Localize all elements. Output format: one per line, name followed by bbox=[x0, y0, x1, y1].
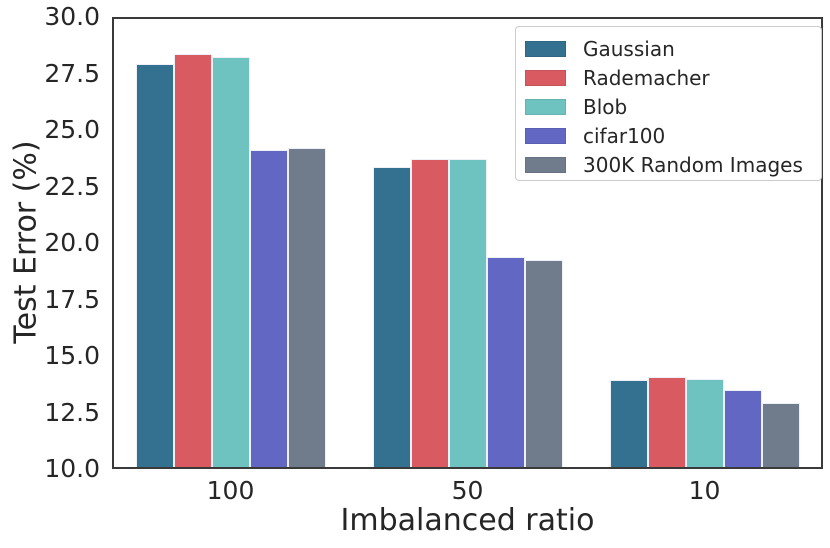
y-tick-label: 15.0 bbox=[44, 341, 100, 370]
y-tick-label: 22.5 bbox=[44, 171, 100, 201]
x-axis-label: Imbalanced ratio bbox=[340, 503, 595, 538]
legend-label: Gaussian bbox=[583, 36, 675, 61]
bar-rademacher-10 bbox=[647, 377, 686, 469]
legend-item: 300K Random Images bbox=[525, 150, 821, 179]
bar-300k-random-images-10 bbox=[761, 403, 800, 469]
y-tick-label: 20.0 bbox=[44, 228, 100, 257]
bar-cifar100-10 bbox=[723, 389, 762, 469]
y-tick-label: 30.0 bbox=[44, 2, 100, 31]
x-tick-label: 10 bbox=[688, 476, 721, 505]
legend-swatch-icon bbox=[525, 69, 566, 86]
bar-gaussian-50 bbox=[372, 167, 411, 469]
y-tick-label: 12.5 bbox=[44, 397, 100, 427]
legend-swatch-icon bbox=[525, 40, 566, 57]
legend-label: Rademacher bbox=[583, 65, 710, 90]
bar-cifar100-100 bbox=[249, 150, 288, 469]
bar-blob-50 bbox=[448, 159, 487, 469]
y-tick-label: 25.0 bbox=[44, 115, 100, 144]
legend-item: Rademacher bbox=[525, 63, 821, 92]
legend-item: Gaussian bbox=[525, 34, 821, 63]
bar-rademacher-100 bbox=[173, 54, 212, 469]
legend-label: cifar100 bbox=[583, 123, 666, 148]
legend-swatch-icon bbox=[525, 127, 566, 144]
legend-swatch-icon bbox=[525, 98, 566, 115]
bar-cifar100-50 bbox=[486, 256, 525, 469]
bar-rademacher-50 bbox=[410, 159, 449, 469]
legend-label: Blob bbox=[583, 94, 628, 119]
y-tick-label: 10.0 bbox=[44, 454, 100, 483]
legend-label: 300K Random Images bbox=[583, 152, 803, 177]
bar-blob-10 bbox=[685, 378, 724, 469]
plot-area bbox=[112, 17, 823, 469]
bar-blob-100 bbox=[211, 56, 250, 469]
x-tick-label: 100 bbox=[206, 476, 255, 505]
legend-rows: Gaussian Rademacher Blob cifar100 300K Rando… bbox=[525, 34, 821, 179]
y-tick-label: 17.5 bbox=[44, 284, 100, 314]
legend: Gaussian Rademacher Blob cifar100 300K Rando… bbox=[515, 26, 822, 181]
legend-item: Blob bbox=[525, 92, 821, 121]
bar-gaussian-10 bbox=[609, 379, 648, 469]
x-tick-label: 50 bbox=[451, 476, 484, 505]
bar-gaussian-100 bbox=[135, 64, 174, 469]
legend-swatch-icon bbox=[525, 156, 566, 173]
legend-item: cifar100 bbox=[525, 121, 821, 150]
bar-300k-random-images-100 bbox=[287, 148, 326, 469]
y-tick-label: 27.5 bbox=[44, 58, 100, 88]
bar-300k-random-images-50 bbox=[524, 259, 563, 469]
